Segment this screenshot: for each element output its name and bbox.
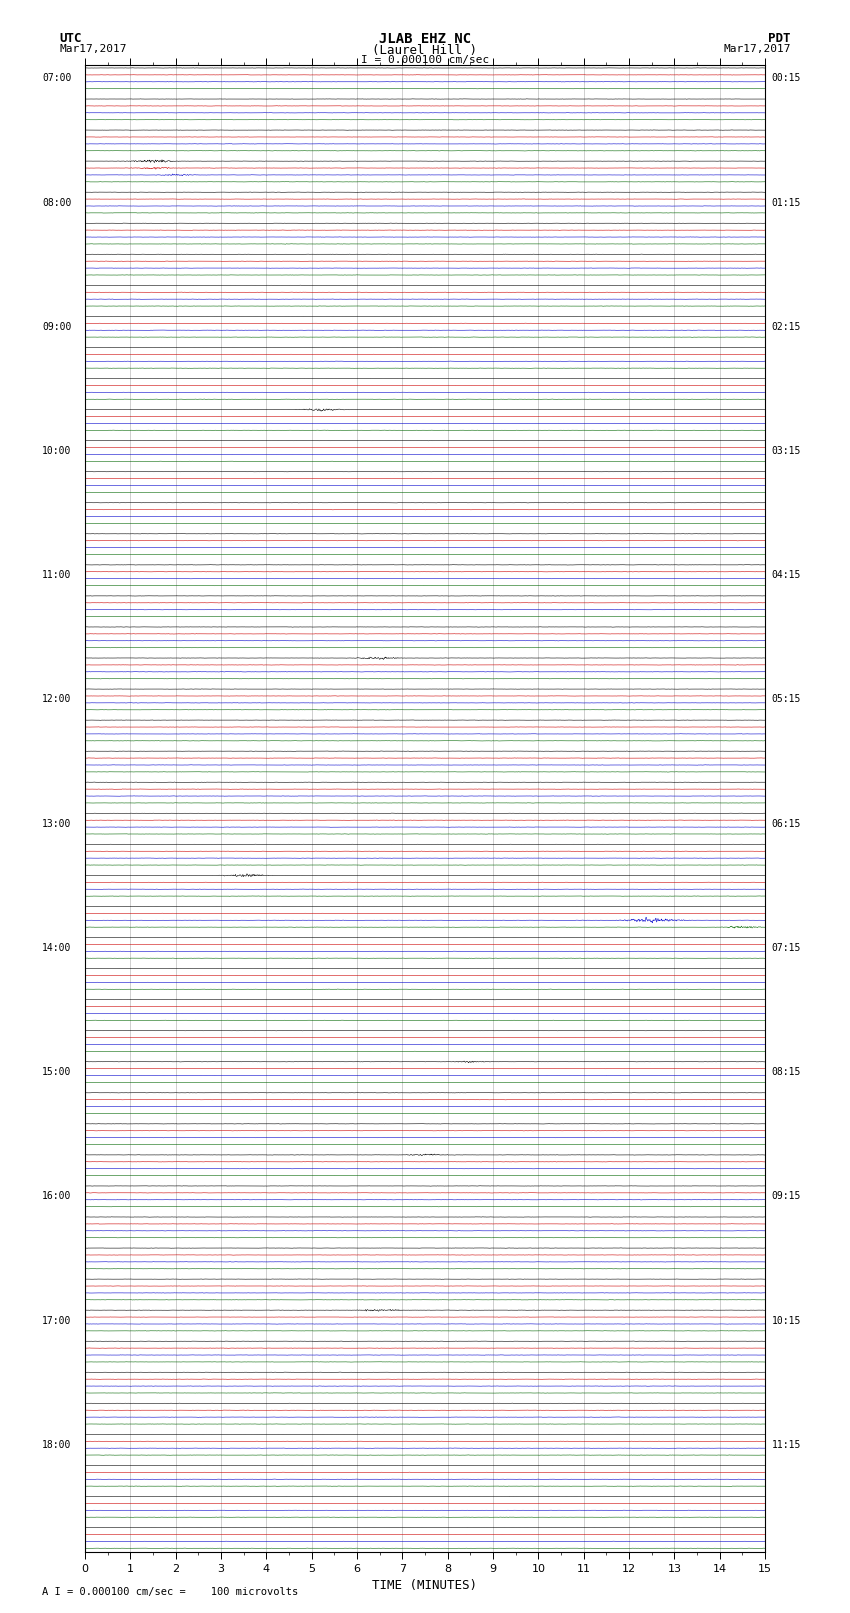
Text: 11:15: 11:15	[772, 1440, 802, 1450]
Text: 10:00: 10:00	[42, 445, 71, 456]
Text: 01:15: 01:15	[772, 197, 802, 208]
Text: 08:00: 08:00	[42, 197, 71, 208]
Text: 00:15: 00:15	[772, 73, 802, 84]
Text: 11:00: 11:00	[42, 571, 71, 581]
Text: 02:15: 02:15	[772, 321, 802, 332]
Text: (Laurel Hill ): (Laurel Hill )	[372, 44, 478, 56]
Text: Mar17,2017: Mar17,2017	[723, 44, 791, 53]
Text: 15:00: 15:00	[42, 1068, 71, 1077]
Text: 04:15: 04:15	[772, 571, 802, 581]
Text: 10:15: 10:15	[772, 1316, 802, 1326]
Text: 14:00: 14:00	[42, 944, 71, 953]
Text: PDT: PDT	[768, 32, 790, 45]
Text: 07:00: 07:00	[42, 73, 71, 84]
Text: 13:00: 13:00	[42, 819, 71, 829]
Text: 16:00: 16:00	[42, 1192, 71, 1202]
Text: JLAB EHZ NC: JLAB EHZ NC	[379, 32, 471, 47]
Text: 09:00: 09:00	[42, 321, 71, 332]
X-axis label: TIME (MINUTES): TIME (MINUTES)	[372, 1579, 478, 1592]
Text: 05:15: 05:15	[772, 695, 802, 705]
Text: 06:15: 06:15	[772, 819, 802, 829]
Text: 12:00: 12:00	[42, 695, 71, 705]
Text: A I = 0.000100 cm/sec =    100 microvolts: A I = 0.000100 cm/sec = 100 microvolts	[42, 1587, 298, 1597]
Text: 08:15: 08:15	[772, 1068, 802, 1077]
Text: 18:00: 18:00	[42, 1440, 71, 1450]
Text: 09:15: 09:15	[772, 1192, 802, 1202]
Text: UTC: UTC	[60, 32, 82, 45]
Text: 07:15: 07:15	[772, 944, 802, 953]
Text: 17:00: 17:00	[42, 1316, 71, 1326]
Text: Mar17,2017: Mar17,2017	[60, 44, 127, 53]
Text: 03:15: 03:15	[772, 445, 802, 456]
Text: I = 0.000100 cm/sec: I = 0.000100 cm/sec	[361, 55, 489, 65]
